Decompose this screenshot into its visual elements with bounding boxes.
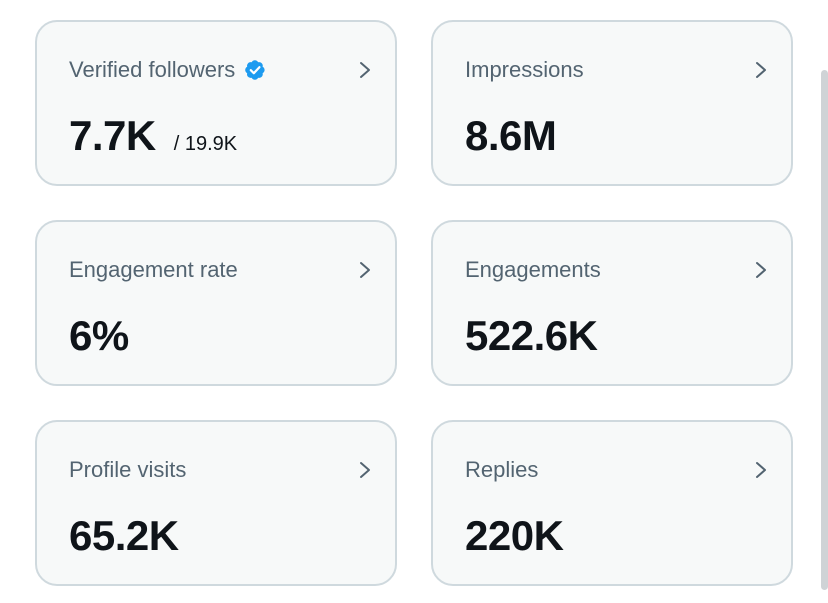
metric-value: 65.2K — [69, 512, 179, 559]
chevron-right-icon — [360, 62, 370, 78]
metric-label: Engagement rate — [69, 257, 238, 282]
metric-label: Verified followers — [69, 57, 236, 82]
metric-card-replies[interactable]: Replies 220K — [431, 420, 793, 586]
metric-value: 220K — [465, 512, 564, 559]
metric-label: Replies — [465, 457, 539, 482]
chevron-right-icon — [756, 462, 766, 478]
metric-label: Impressions — [465, 57, 584, 82]
metric-label: Profile visits — [69, 457, 187, 482]
metric-card-verified-followers[interactable]: Verified followers 7.7K / 19.9K — [35, 20, 397, 186]
chevron-right-icon — [756, 262, 766, 278]
chevron-right-icon — [360, 462, 370, 478]
scrollbar-thumb[interactable] — [821, 70, 828, 590]
metric-card-engagement-rate[interactable]: Engagement rate 6% — [35, 220, 397, 386]
metric-value: 7.7K — [69, 112, 156, 159]
metric-total: / 19.9K — [173, 133, 238, 155]
metric-value: 8.6M — [465, 112, 557, 159]
metric-card-profile-visits[interactable]: Profile visits 65.2K — [35, 420, 397, 586]
metric-value: 522.6K — [465, 312, 598, 359]
metric-label: Engagements — [465, 257, 601, 282]
scrollbar-track[interactable] — [820, 0, 828, 603]
metric-card-engagements[interactable]: Engagements 522.6K — [431, 220, 793, 386]
metric-card-impressions[interactable]: Impressions 8.6M — [431, 20, 793, 186]
verified-badge-icon — [245, 60, 265, 80]
chevron-right-icon — [756, 62, 766, 78]
metric-value: 6% — [69, 312, 129, 359]
chevron-right-icon — [360, 262, 370, 278]
